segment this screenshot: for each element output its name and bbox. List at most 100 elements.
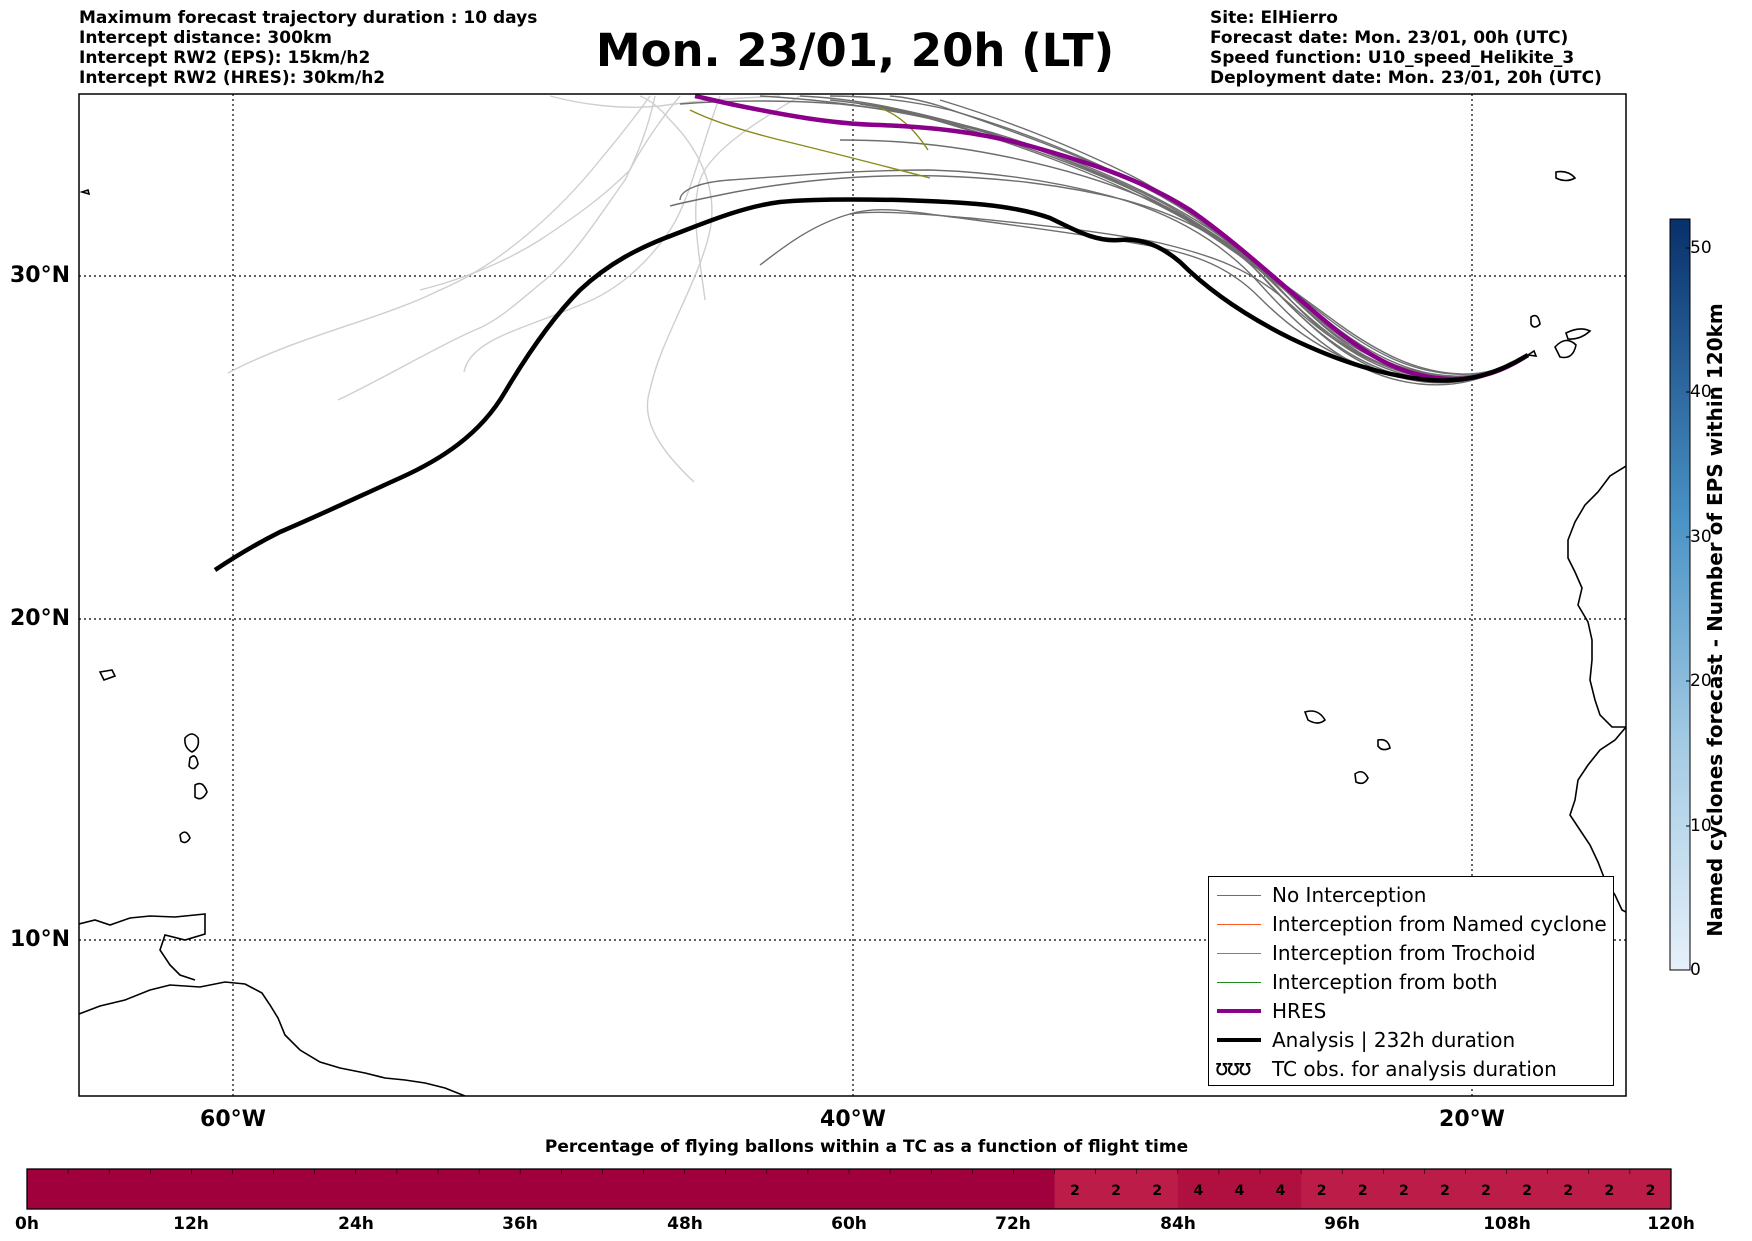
colorbar-tick-label: 10 [1690,816,1712,836]
info-line: Intercept RW2 (HRES): 30km/h2 [79,68,386,88]
timeline-cell [1013,1169,1055,1209]
site-information: Site: ElHierro Forecast date: Mon. 23/01… [1210,8,1602,88]
timeline-cell-value: 2 [1440,1183,1450,1199]
legend-swatch [1217,924,1261,925]
info-line: Forecast date: Mon. 23/01, 00h (UTC) [1210,28,1569,48]
trajectory-light [639,95,713,483]
timeline-cell-value: 2 [1111,1183,1121,1199]
legend-swatch [1217,982,1261,983]
legend-label: Interception from Trochoid [1272,941,1536,965]
timeline-tick-label: 72h [995,1214,1031,1234]
island-madeira [1555,170,1577,182]
legend-tc-obs: ʊʊʊ TC obs. for analysis duration [1209,1055,1613,1084]
timeline-cell [766,1169,809,1209]
coastline-central-america [79,913,206,981]
timeline-cell [1301,1169,1343,1209]
timeline-cell [1136,1169,1179,1209]
timeline-tick-label: 96h [1324,1214,1360,1234]
timeline-tick-label: 36h [502,1214,538,1234]
timeline-cell [890,1169,932,1209]
timeline-tick-label: 48h [667,1214,703,1234]
timeline-cell-value: 2 [1646,1183,1656,1199]
legend-hres: HRES [1209,997,1613,1026]
timeline-cell [1629,1169,1672,1209]
info-line: Maximum forecast trajectory duration : 1… [79,8,538,28]
timeline-cell-value: 2 [1358,1183,1368,1199]
timeline-cell [314,1169,357,1209]
timeline-cell [725,1169,768,1209]
timeline-bar: 2 2 2 4 4 4 2 2 2 2 2 2 2 2 2 [26,1169,1672,1209]
legend-label: TC obs. for analysis duration [1272,1057,1557,1081]
lat-label-20n: 20°N [10,606,71,631]
trajectory-analysis [213,197,1530,572]
info-line: Speed function: U10_speed_Helikite_3 [1210,48,1575,68]
trajectory-light [227,95,651,374]
legend-swatch [1217,895,1261,896]
timeline-cell [1177,1169,1220,1209]
timeline-cell [1506,1169,1549,1209]
colorbar-gradient [1669,218,1691,971]
timeline-cell [1054,1169,1097,1209]
timeline-cell-value: 4 [1193,1183,1203,1199]
lon-label-60w: 60°W [200,1107,266,1132]
timeline-cell-value: 2 [1563,1183,1573,1199]
timeline-cell [1424,1169,1466,1209]
timeline-cell [396,1169,439,1209]
island-canary-3 [1530,314,1541,328]
colorbar-tick-label: 40 [1690,382,1712,402]
coastline-west-africa [1567,465,1626,728]
island-puerto-rico [98,669,117,681]
timeline-cell [27,1169,69,1209]
timeline-cell-value: 2 [1522,1183,1532,1199]
map-frame [78,93,1627,1097]
trajectory-trochoid [689,109,931,179]
timeline-cell [931,1169,973,1209]
trajectory-light [337,95,656,401]
info-line: Deployment date: Mon. 23/01, 20h (UTC) [1210,68,1602,88]
info-line: Site: ElHierro [1210,8,1338,28]
forecast-parameters: Maximum forecast trajectory duration : 1… [79,8,537,88]
timeline-cell [972,1169,1014,1209]
timeline-cell-value: 4 [1276,1183,1286,1199]
legend-label: Interception from both [1272,970,1498,994]
legend-trochoid: Interception from Trochoid [1209,939,1613,968]
colorbar-tick-label: 50 [1690,238,1712,258]
timeline-tick-label: 0h [15,1214,39,1234]
timeline-caption: Percentage of flying ballons within a TC… [544,1137,1189,1157]
timeline-cell-value: 2 [1481,1183,1491,1199]
legend-no-interception: No Interception [1209,881,1613,910]
timeline-cell [807,1169,850,1209]
island-cape-verde-1 [1303,710,1327,724]
timeline-cell-value: 4 [1235,1183,1245,1199]
tc-obs-symbol: ʊʊʊ [1215,1056,1252,1081]
timeline-tick-label: 12h [173,1214,209,1234]
trajectory-no-interception [799,95,1529,378]
trajectory-no-interception [669,174,1529,384]
legend-label: Analysis | 232h duration [1272,1028,1516,1052]
colorbar-tick-label: 20 [1690,671,1712,691]
legend-label: No Interception [1272,883,1427,907]
legend-analysis: Analysis | 232h duration [1209,1026,1613,1055]
timeline-tick-label: 60h [831,1214,867,1234]
timeline-tick-label: 108h [1483,1214,1531,1234]
island-canary-1 [1554,339,1577,359]
timeline-cell [232,1169,275,1209]
trajectory-no-interception [859,103,1529,375]
timeline-cell [684,1169,727,1209]
lat-label-10n: 10°N [10,927,71,952]
timeline-cell [479,1169,521,1209]
timeline-cell [1218,1169,1261,1209]
lat-label-30n: 30°N [10,263,71,288]
island-bermuda-dot [79,188,91,196]
trajectory-light [549,95,781,108]
info-line: Intercept distance: 300km [79,28,332,48]
timeline-cell [1383,1169,1425,1209]
timeline-cell [191,1169,233,1209]
island-tobago [179,831,191,844]
trajectory-no-interception [849,211,1529,380]
timeline-cell-value: 2 [1152,1183,1162,1199]
light-trajectories [227,95,801,483]
colorbar-tick-label: 30 [1690,527,1712,547]
island-cape-verde-2 [1377,738,1391,751]
